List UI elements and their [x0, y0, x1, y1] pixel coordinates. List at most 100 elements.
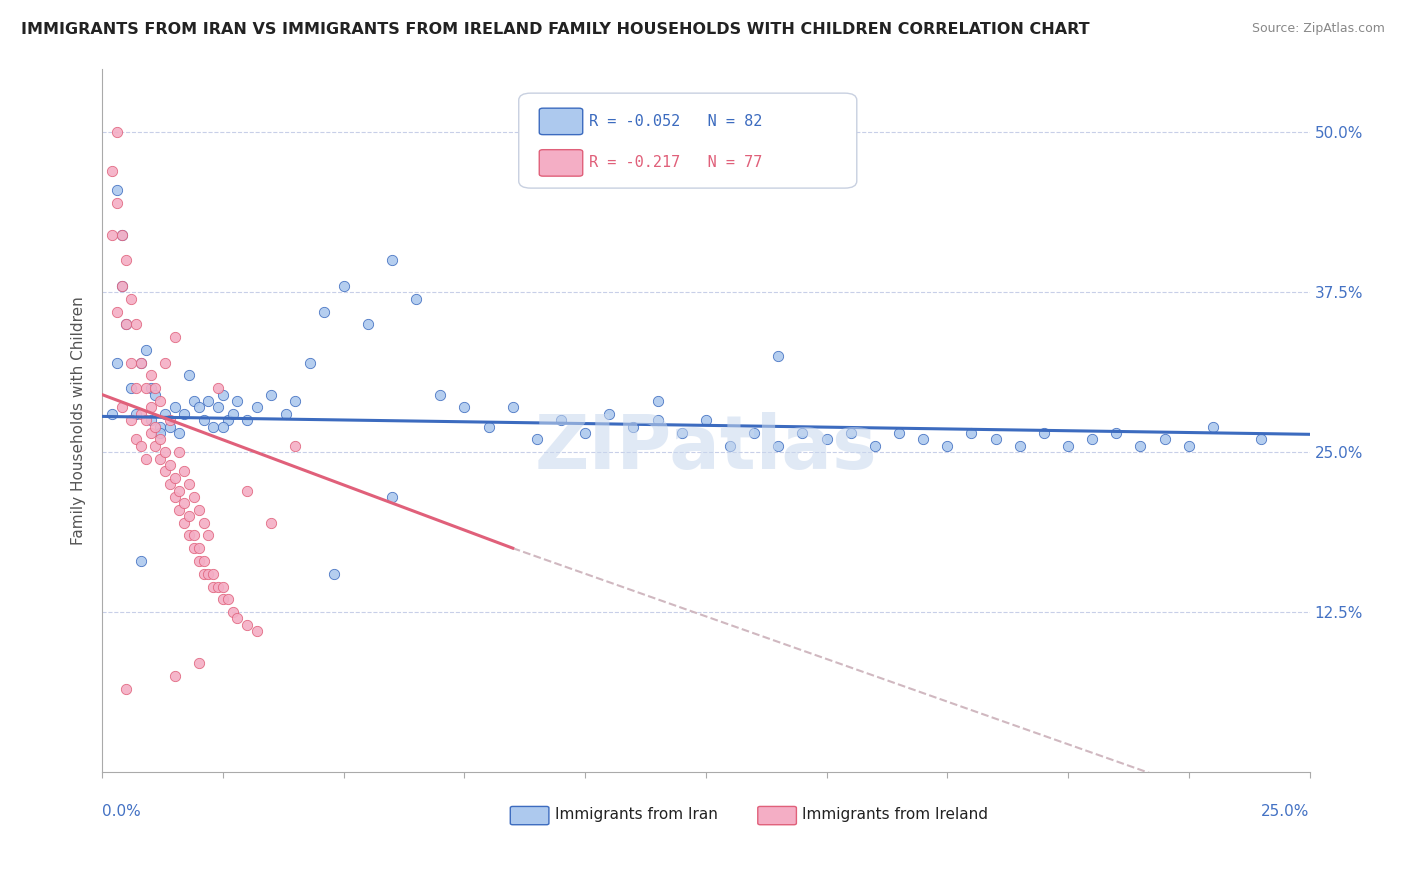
Point	[173, 407, 195, 421]
Point	[105, 356, 128, 370]
Point	[381, 490, 404, 504]
Point	[163, 490, 186, 504]
Point	[863, 439, 886, 453]
Point	[887, 425, 910, 440]
Point	[984, 433, 1007, 447]
Point	[598, 407, 620, 421]
Point	[110, 279, 132, 293]
FancyBboxPatch shape	[510, 806, 548, 825]
Point	[1178, 439, 1201, 453]
Point	[960, 425, 983, 440]
Point	[429, 387, 451, 401]
Point	[101, 164, 124, 178]
Point	[179, 509, 201, 524]
Point	[187, 657, 209, 671]
Point	[623, 419, 645, 434]
Point	[187, 541, 209, 556]
Point	[129, 554, 152, 568]
Point	[193, 554, 215, 568]
Point	[274, 407, 297, 421]
Point	[139, 368, 162, 383]
Point	[149, 433, 172, 447]
Point	[143, 439, 166, 453]
Point	[120, 356, 142, 370]
Point	[197, 394, 219, 409]
Point	[453, 401, 475, 415]
Point	[135, 343, 157, 357]
Point	[169, 445, 191, 459]
Text: Immigrants from Ireland: Immigrants from Ireland	[803, 807, 988, 822]
Point	[110, 227, 132, 242]
Point	[163, 669, 186, 683]
Point	[936, 439, 959, 453]
Point	[105, 195, 128, 210]
Point	[139, 425, 162, 440]
Point	[163, 401, 186, 415]
Point	[187, 554, 209, 568]
Point	[314, 304, 336, 318]
Point	[125, 381, 148, 395]
Point	[226, 611, 249, 625]
Point	[120, 292, 142, 306]
Point	[502, 401, 524, 415]
Point	[149, 451, 172, 466]
Point	[246, 624, 269, 639]
Point	[179, 368, 201, 383]
Text: R = -0.217   N = 77: R = -0.217 N = 77	[589, 155, 762, 170]
Point	[718, 439, 741, 453]
Point	[202, 566, 225, 581]
Point	[163, 330, 186, 344]
Point	[197, 566, 219, 581]
Point	[236, 483, 259, 498]
Point	[260, 516, 283, 530]
Point	[768, 349, 790, 363]
Point	[179, 528, 201, 542]
Point	[149, 419, 172, 434]
Point	[129, 407, 152, 421]
Point	[159, 419, 181, 434]
Point	[183, 541, 205, 556]
FancyBboxPatch shape	[519, 93, 856, 188]
Point	[381, 253, 404, 268]
Point	[125, 433, 148, 447]
Text: Source: ZipAtlas.com: Source: ZipAtlas.com	[1251, 22, 1385, 36]
Point	[1105, 425, 1128, 440]
Point	[115, 318, 138, 332]
Point	[129, 439, 152, 453]
Point	[671, 425, 693, 440]
Text: IMMIGRANTS FROM IRAN VS IMMIGRANTS FROM IRELAND FAMILY HOUSEHOLDS WITH CHILDREN : IMMIGRANTS FROM IRAN VS IMMIGRANTS FROM …	[21, 22, 1090, 37]
Point	[135, 413, 157, 427]
Point	[120, 381, 142, 395]
Point	[115, 318, 138, 332]
Point	[332, 279, 354, 293]
Text: Immigrants from Iran: Immigrants from Iran	[555, 807, 718, 822]
Point	[183, 490, 205, 504]
Point	[298, 356, 321, 370]
Point	[405, 292, 427, 306]
Point	[115, 681, 138, 696]
Point	[129, 356, 152, 370]
Point	[323, 566, 346, 581]
Point	[1008, 439, 1031, 453]
Point	[110, 227, 132, 242]
Point	[105, 126, 128, 140]
Point	[550, 413, 572, 427]
Point	[139, 381, 162, 395]
Point	[197, 528, 219, 542]
Point	[574, 425, 596, 440]
Text: 0.0%: 0.0%	[103, 804, 141, 819]
Point	[143, 419, 166, 434]
Point	[163, 471, 186, 485]
Point	[1202, 419, 1225, 434]
Point	[173, 516, 195, 530]
Point	[173, 464, 195, 478]
Point	[1057, 439, 1080, 453]
Point	[839, 425, 862, 440]
Point	[153, 407, 176, 421]
Point	[226, 394, 249, 409]
Point	[159, 477, 181, 491]
Point	[1250, 433, 1272, 447]
Point	[139, 413, 162, 427]
Point	[120, 413, 142, 427]
FancyBboxPatch shape	[540, 108, 582, 135]
